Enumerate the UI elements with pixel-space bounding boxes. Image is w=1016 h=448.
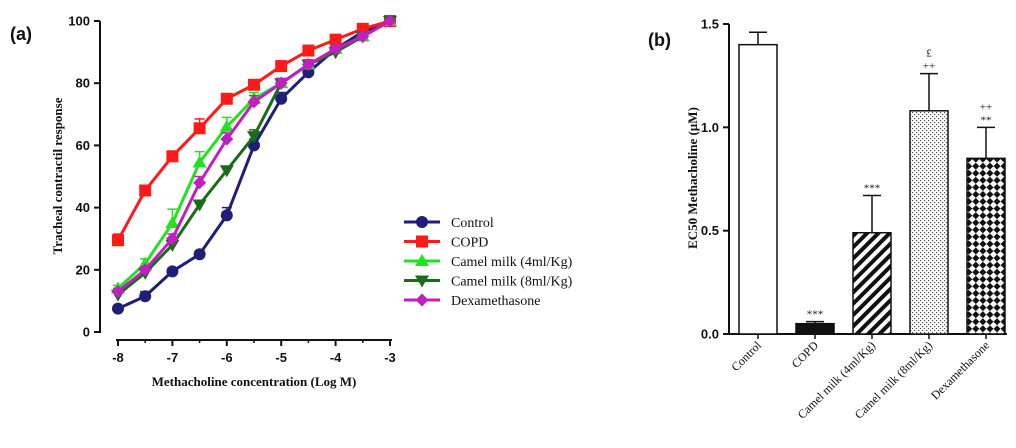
series-dexamethasone: [111, 14, 397, 299]
panel-a-label: (a): [10, 24, 32, 44]
significance-annotation: **: [981, 114, 992, 126]
panel-a-x-tick-label: -4: [330, 350, 342, 365]
legend-entry: Control: [451, 216, 494, 231]
data-point: [220, 209, 233, 222]
panel-a-axes: 0 20 40 60 80 100 -8 -7 -6 -5 -4 -3: [68, 14, 395, 366]
panel-a-y-tick-label: 100: [68, 14, 90, 29]
bar: [738, 43, 778, 335]
legend-entry: Camel milk (4ml/Kg): [451, 255, 573, 270]
panel-a-y-tick-label: 20: [76, 262, 90, 277]
panel-b-y-axis-title: EC50 Methacholine (µM): [685, 107, 700, 249]
panel-b-y-tick-label: 1.0: [701, 120, 719, 135]
panel-a-y-tick-label: 60: [76, 138, 90, 153]
panel-a-legend: Control COPD Camel milk (4ml/Kg) Camel milk…: [404, 216, 573, 309]
data-point: [111, 285, 125, 299]
category-label: Control: [728, 338, 764, 374]
panel-b-bars: Control COPD***Camel milk (4ml/Kg)***Came…: [728, 31, 1006, 422]
panel-a-y-tick-label: 40: [76, 200, 90, 215]
panel-a-y-tick-label: 0: [83, 325, 90, 340]
data-point: [356, 30, 370, 44]
significance-annotation: £: [926, 48, 932, 60]
data-point: [139, 184, 152, 197]
panel-a-x-tick-label: -6: [221, 350, 233, 365]
data-point: [247, 131, 261, 144]
legend-entry: COPD: [451, 236, 488, 251]
data-point: [139, 290, 152, 303]
data-point: [112, 302, 124, 315]
panel-a-series: [111, 14, 397, 315]
data-point: [193, 176, 207, 190]
significance-annotation: ++: [923, 61, 935, 73]
legend-marker: [415, 275, 429, 288]
legend-marker: [416, 216, 428, 228]
bar: [795, 322, 835, 335]
series-line: [117, 19, 391, 293]
series-line: [116, 19, 391, 290]
data-point: [165, 232, 179, 246]
panel-b-y-tick-label: 1.5: [701, 17, 719, 32]
series-control: [112, 15, 396, 315]
data-point: [165, 216, 180, 229]
data-point: [219, 119, 234, 132]
legend-marker: [416, 235, 428, 248]
panel-a-x-tick-label: -7: [167, 350, 179, 365]
data-point: [193, 122, 206, 135]
data-point: [248, 78, 260, 91]
panel-a-x-axis-title: Methacholine concentration (Log M): [152, 374, 357, 389]
legend-marker: [415, 254, 429, 266]
data-point: [247, 95, 261, 109]
legend-entry: Dexamethasone: [451, 294, 540, 309]
data-point: [329, 33, 342, 46]
bar-control: Control: [728, 31, 778, 374]
bar: [966, 157, 1006, 335]
data-point: [220, 132, 234, 146]
data-point: [220, 92, 233, 105]
legend-entry: Camel milk (8ml/Kg): [451, 275, 573, 290]
data-point: [166, 265, 179, 278]
panel-a-x-tick-label: -5: [275, 350, 287, 365]
data-point: [329, 42, 343, 56]
series-camel-milk-4ml-kg-: [111, 14, 397, 294]
panel-b-y-tick-label: 0.5: [701, 223, 719, 238]
data-point: [383, 14, 397, 28]
data-point: [275, 92, 288, 105]
bar: [852, 231, 892, 335]
data-point: [275, 60, 288, 73]
data-point: [301, 58, 315, 72]
data-point: [166, 150, 179, 163]
bar-copd: COPD ***: [789, 309, 835, 371]
bar: [909, 110, 949, 335]
panel-a-y-axis-title: Tracheal contractil response: [50, 97, 65, 254]
panel-b-y-tick-label: 0.0: [701, 327, 719, 342]
data-point: [112, 234, 124, 247]
data-point: [138, 263, 152, 277]
significance-annotation: ++: [980, 101, 992, 113]
data-point: [219, 165, 234, 178]
category-label: Dexamethasone: [928, 338, 992, 402]
panel-b-label: (b): [648, 30, 671, 50]
significance-annotation: ***: [864, 183, 881, 195]
data-point: [302, 44, 315, 57]
data-point: [192, 155, 207, 168]
series-line: [117, 19, 391, 311]
panel-a-y-tick-label: 80: [76, 76, 90, 91]
panel-a-x-tick-label: -8: [112, 350, 124, 365]
data-point: [192, 199, 207, 212]
data-point: [248, 139, 260, 152]
significance-annotation: ***: [807, 309, 824, 321]
panel-a-x-tick-label: -3: [384, 350, 396, 365]
data-point: [193, 248, 206, 261]
panel-b-bar-chart: (b) 0.00.51.01.5 Control COPD***Camel mil…: [648, 17, 1007, 422]
category-label: COPD: [789, 338, 822, 371]
panel-a-line-chart: (a) 0 20 40 60 80 100 -8 -7 -6 -5 -4 -3 Methacholin…: [10, 14, 573, 390]
legend-marker: [415, 293, 429, 307]
data-point: [274, 76, 288, 90]
